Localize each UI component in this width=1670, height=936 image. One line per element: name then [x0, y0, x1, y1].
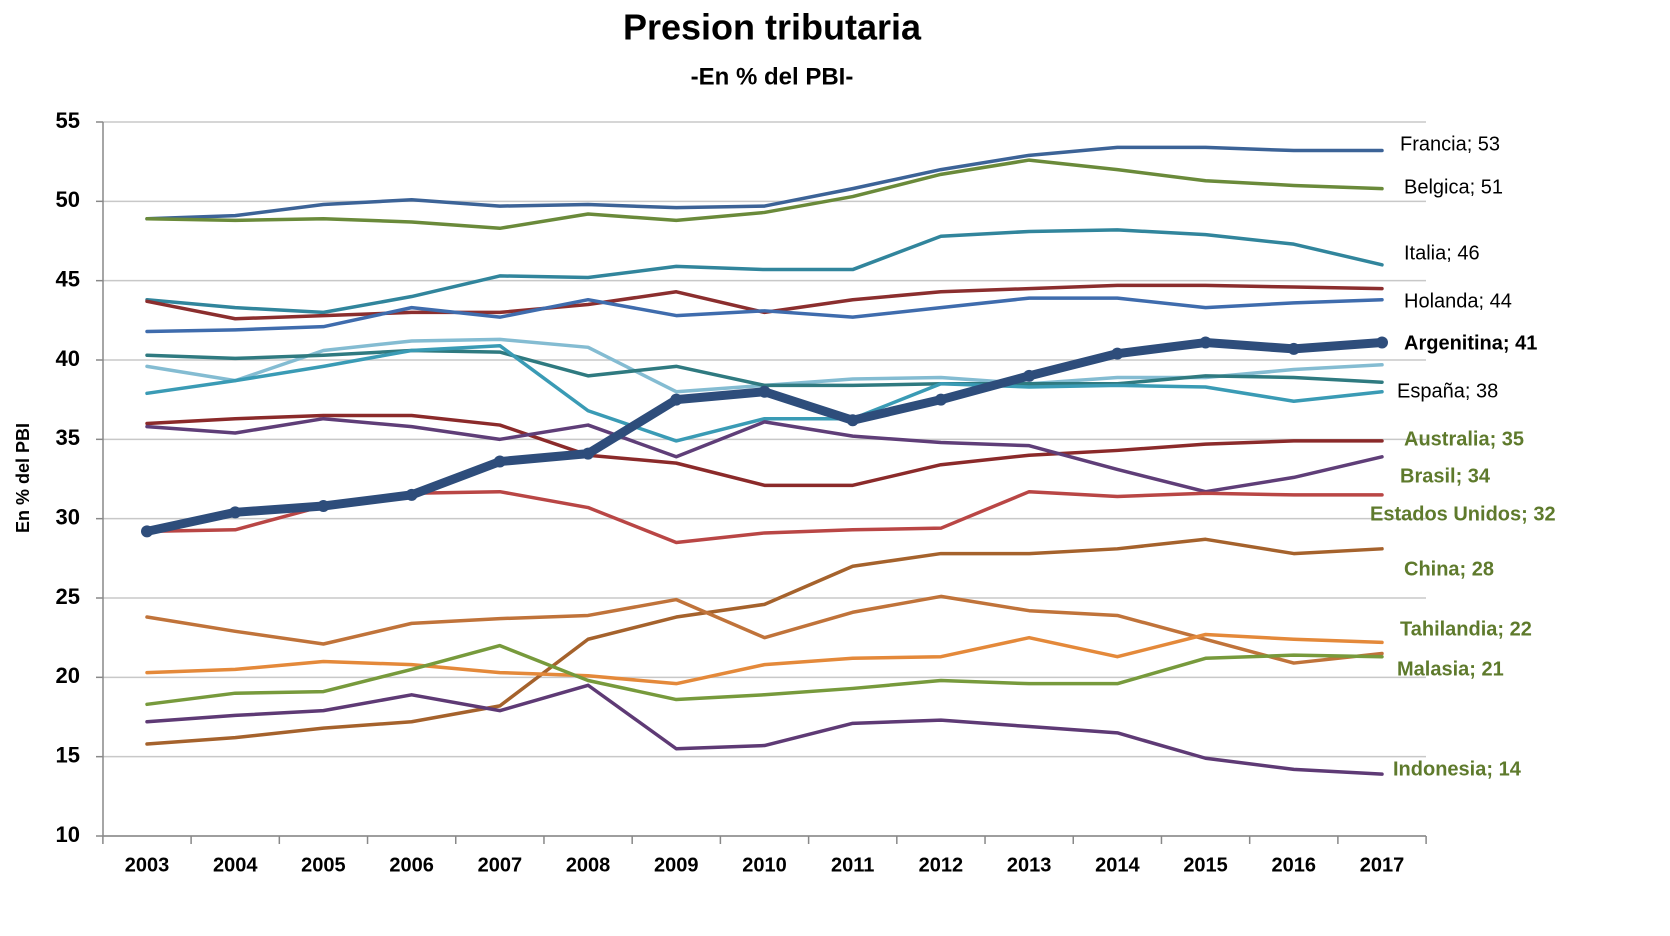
series-label: Indonesia; 14 — [1393, 758, 1522, 780]
x-tick-label: 2013 — [1007, 854, 1052, 876]
series-label: Malasia; 21 — [1397, 658, 1504, 680]
x-tick-label: 2011 — [831, 854, 874, 876]
y-tick-label: 25 — [56, 584, 80, 609]
series-line — [145, 594, 1384, 665]
series-line — [145, 158, 1384, 231]
series-line — [145, 416, 1384, 494]
series-line — [145, 343, 1384, 443]
chart-title: Presion tributaria — [623, 7, 922, 48]
point — [317, 499, 330, 512]
x-tick-label: 2008 — [566, 854, 611, 876]
x-tick-label: 2014 — [1095, 854, 1140, 876]
point — [582, 447, 595, 460]
series-label: Tahilandia; 22 — [1400, 618, 1532, 640]
series-label: China; 28 — [1404, 558, 1494, 580]
y-tick-label: 20 — [56, 663, 80, 688]
series-label: Belgica; 51 — [1404, 176, 1503, 198]
point — [493, 455, 506, 468]
y-tick-label: 15 — [56, 742, 80, 767]
chart-subtitle: -En % del PBI- — [691, 63, 854, 90]
series-line — [145, 537, 1384, 746]
series-line — [145, 228, 1384, 315]
point — [758, 385, 771, 398]
series-line — [145, 413, 1384, 488]
y-tick-label: 35 — [56, 425, 80, 450]
point — [846, 414, 859, 427]
y-tick-label: 40 — [56, 346, 80, 371]
y-tick-label: 55 — [56, 108, 80, 133]
series-label: Estados Unidos; 32 — [1370, 503, 1556, 525]
point — [1199, 336, 1212, 349]
series-label: Holanda; 44 — [1404, 290, 1512, 312]
x-tick-label: 2016 — [1272, 854, 1317, 876]
x-tick-label: 2007 — [478, 854, 523, 876]
x-tick-label: 2017 — [1360, 854, 1405, 876]
x-tick-label: 2009 — [654, 854, 699, 876]
point — [934, 393, 947, 406]
series-label: Italia; 46 — [1404, 242, 1480, 264]
series-label: Argenitina; 41 — [1404, 332, 1537, 354]
point — [1287, 342, 1300, 355]
series-line — [142, 338, 1387, 536]
y-axis-label: En % del PBI — [13, 423, 33, 533]
series-label: Australia; 35 — [1404, 428, 1524, 450]
series-label: España; 38 — [1397, 380, 1498, 402]
point — [405, 488, 418, 501]
series-line — [145, 348, 1384, 388]
x-tick-label: 2003 — [125, 854, 170, 876]
x-tick-label: 2006 — [389, 854, 434, 876]
point — [1023, 369, 1036, 382]
y-tick-label: 10 — [56, 822, 80, 847]
x-tick-label: 2015 — [1183, 854, 1228, 876]
series-label: Brasil; 34 — [1400, 465, 1491, 487]
series-line — [145, 489, 1384, 545]
point — [141, 525, 153, 538]
series-line — [145, 296, 1384, 334]
point — [670, 393, 683, 406]
series-line — [145, 283, 1384, 321]
series-label: Francia; 53 — [1400, 133, 1500, 155]
x-tick-label: 2005 — [301, 854, 346, 876]
x-tick-label: 2012 — [919, 854, 964, 876]
x-tick-label: 2010 — [742, 854, 787, 876]
point — [229, 506, 242, 519]
series-line — [145, 632, 1384, 686]
y-tick-label: 30 — [56, 504, 80, 529]
series-line — [145, 643, 1384, 707]
point — [1376, 336, 1388, 349]
series-line — [145, 145, 1384, 221]
series-line — [145, 683, 1384, 776]
y-tick-label: 50 — [56, 187, 80, 212]
x-tick-label: 2004 — [213, 854, 258, 876]
point — [1111, 347, 1124, 360]
y-tick-label: 45 — [56, 266, 80, 291]
